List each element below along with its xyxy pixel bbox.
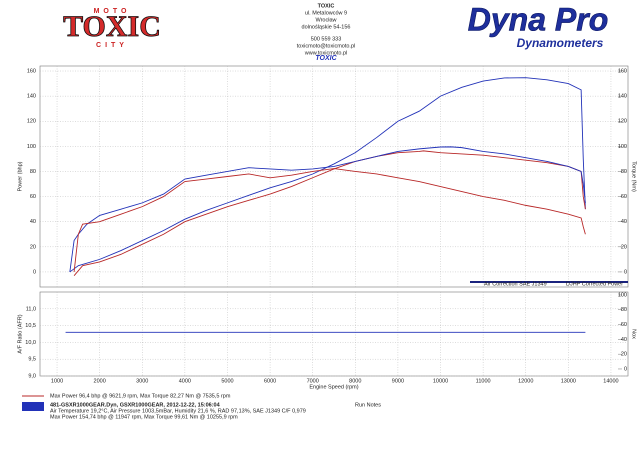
- x-tick-label: 13000: [561, 378, 576, 384]
- x-tick-label: 9000: [392, 378, 404, 384]
- series-line: [69, 77, 586, 273]
- y-tick-label: 20: [30, 244, 36, 250]
- plot-area: [39, 65, 629, 288]
- x-tick-label: 10000: [433, 378, 448, 384]
- y-tick-label: 140: [27, 94, 36, 100]
- y2-tick-label: 20: [621, 352, 627, 358]
- y2-tick-label: 120: [618, 119, 627, 125]
- address-line: dolnośląskie 54-156: [302, 24, 351, 30]
- x-tick-label: 6000: [264, 378, 276, 384]
- y2-tick-label: 20: [621, 244, 627, 250]
- shop-name: TOXIC: [315, 55, 337, 62]
- y2-tick-label: 160: [618, 68, 627, 74]
- y2-axis-title: Torque (Nm): [631, 161, 637, 192]
- address-line: toxicmoto@toxicmoto.pl: [297, 43, 355, 49]
- brand: Dyna Pro: [468, 1, 608, 37]
- x-tick-label: 7000: [307, 378, 319, 384]
- y-axis-title: A/F Ratio (AFR): [17, 314, 23, 353]
- x-tick-label: 1000: [51, 378, 63, 384]
- x-tick-label: 5000: [221, 378, 233, 384]
- run-notes: Run Notes: [355, 402, 381, 408]
- y2-tick-label: 40: [621, 337, 627, 343]
- run2-swatch: [22, 402, 44, 411]
- y2-tick-label: 40: [621, 219, 627, 225]
- annotation: Air Correction SAE J1349: [484, 281, 547, 287]
- y2-axis-title: Nox: [631, 329, 637, 339]
- address-line: www.toxicmoto.pl: [304, 50, 348, 56]
- x-tick-label: 4000: [179, 378, 191, 384]
- y2-tick-label: 100: [618, 292, 627, 298]
- logo-bottom: CITY: [96, 42, 128, 49]
- y2-tick-label: 80: [621, 307, 627, 313]
- y-tick-label: 160: [27, 68, 36, 74]
- plot-area: [39, 291, 629, 377]
- x-tick-label: 8000: [349, 378, 361, 384]
- y-tick-label: 0: [33, 269, 36, 275]
- x-tick-label: 12000: [518, 378, 533, 384]
- y2-tick-label: 140: [618, 94, 627, 100]
- y-tick-label: 10,5: [25, 323, 36, 329]
- y-tick-label: 120: [27, 119, 36, 125]
- y-tick-label: 40: [30, 219, 36, 225]
- y-tick-label: 80: [30, 169, 36, 175]
- series-line: [69, 146, 586, 272]
- address-line: 500 559 333: [311, 36, 342, 42]
- y2-tick-label: 100: [618, 144, 627, 150]
- annotation-bar: [470, 281, 628, 283]
- annotation: DJHP Corrected Power: [566, 281, 623, 287]
- y-tick-label: 11,0: [26, 306, 36, 312]
- logo-top: MOTO: [94, 8, 131, 15]
- address-line: ul. Metalowców 9: [305, 10, 347, 16]
- x-axis-title: Engine Speed (rpm): [309, 384, 358, 390]
- y-tick-label: 10,0: [25, 340, 36, 346]
- x-tick-label: 2000: [94, 378, 106, 384]
- y2-tick-label: 80: [621, 169, 627, 175]
- brand-sub: Dynamometers: [517, 36, 604, 50]
- x-tick-label: 11000: [476, 378, 491, 384]
- address-line: Wrocław: [316, 17, 337, 23]
- address-line: TOXIC: [318, 3, 335, 9]
- y-axis-title: Power (bhp): [17, 161, 23, 191]
- run2-conditions: Air Temperature 19,2°C, Air Pressure 100…: [50, 408, 306, 414]
- y2-tick-label: 60: [621, 322, 627, 328]
- y2-tick-label: 0: [624, 366, 627, 372]
- run1-text: Max Power 96,4 bhp @ 9621,9 rpm, Max Tor…: [50, 393, 231, 399]
- run2-file: 481-GSXR1000GEAR.Dyn, GSXR1000GEAR, 2012…: [50, 402, 221, 408]
- y2-tick-label: 0: [624, 269, 627, 275]
- series-line: [73, 168, 586, 272]
- x-tick-label: 3000: [136, 378, 148, 384]
- y-tick-label: 9,5: [28, 357, 36, 363]
- y-tick-label: 60: [30, 194, 36, 200]
- run2-max: Max Power 154,74 bhp @ 11947 rpm, Max To…: [50, 414, 238, 420]
- x-tick-label: 14000: [603, 378, 618, 384]
- y-tick-label: 9,0: [28, 373, 36, 379]
- y-tick-label: 100: [27, 144, 36, 150]
- y2-tick-label: 60: [621, 194, 627, 200]
- logo-main: TOXIC: [63, 10, 161, 43]
